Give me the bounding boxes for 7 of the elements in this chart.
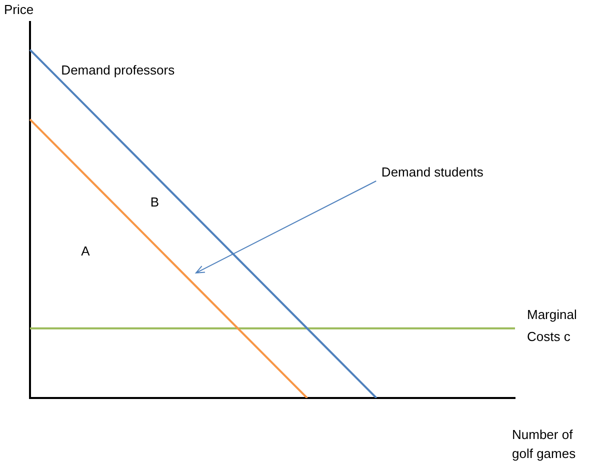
x-axis-title: Number of golf games (512, 426, 577, 462)
text: Demand students (381, 164, 484, 180)
series-label: Marginal Costs c (527, 306, 577, 344)
y-axis-title: Price (4, 2, 34, 17)
series-label: Demand professors (61, 62, 176, 78)
annotation: B (150, 194, 160, 210)
annotation: A (81, 243, 90, 258)
